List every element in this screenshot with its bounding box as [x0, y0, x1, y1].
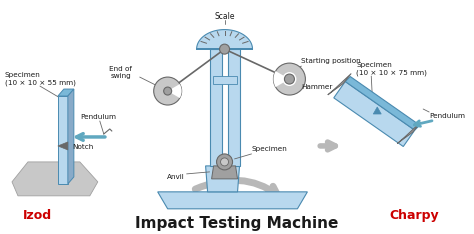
- Polygon shape: [345, 77, 419, 130]
- Text: Pendulum: Pendulum: [80, 114, 116, 120]
- Polygon shape: [211, 166, 237, 179]
- Text: End of
swing: End of swing: [109, 66, 132, 79]
- Text: Izod: Izod: [23, 209, 53, 222]
- Circle shape: [283, 72, 296, 86]
- Polygon shape: [58, 96, 68, 184]
- Text: Pendulum: Pendulum: [429, 113, 465, 119]
- Polygon shape: [68, 89, 74, 184]
- Text: Scale: Scale: [214, 12, 235, 21]
- Wedge shape: [273, 71, 290, 87]
- Polygon shape: [58, 142, 68, 150]
- Polygon shape: [334, 81, 415, 146]
- Polygon shape: [397, 122, 421, 143]
- Circle shape: [217, 154, 233, 170]
- Text: Specimen
(10 × 10 × 75 mm): Specimen (10 × 10 × 75 mm): [356, 62, 427, 76]
- Circle shape: [219, 44, 229, 54]
- Circle shape: [220, 158, 228, 166]
- Circle shape: [284, 74, 294, 84]
- Polygon shape: [12, 162, 98, 196]
- Circle shape: [154, 77, 182, 105]
- Wedge shape: [168, 84, 182, 98]
- Circle shape: [164, 87, 172, 95]
- Text: Starting position: Starting position: [301, 58, 361, 64]
- Polygon shape: [210, 49, 221, 166]
- Polygon shape: [212, 76, 237, 84]
- Text: Hammer: Hammer: [301, 84, 333, 90]
- Text: Notch: Notch: [72, 144, 93, 150]
- Text: Specimen: Specimen: [252, 146, 287, 152]
- Polygon shape: [206, 166, 239, 192]
- Polygon shape: [58, 89, 74, 96]
- Text: Impact Testing Machine: Impact Testing Machine: [135, 216, 338, 231]
- Text: Anvil: Anvil: [167, 174, 185, 180]
- Circle shape: [273, 63, 305, 95]
- Text: Specimen
(10 × 10 × 55 mm): Specimen (10 × 10 × 55 mm): [5, 72, 76, 86]
- Polygon shape: [158, 192, 308, 209]
- Text: Charpy: Charpy: [389, 209, 439, 222]
- Polygon shape: [197, 29, 253, 49]
- Polygon shape: [228, 49, 239, 166]
- Polygon shape: [373, 107, 381, 114]
- Polygon shape: [328, 73, 351, 95]
